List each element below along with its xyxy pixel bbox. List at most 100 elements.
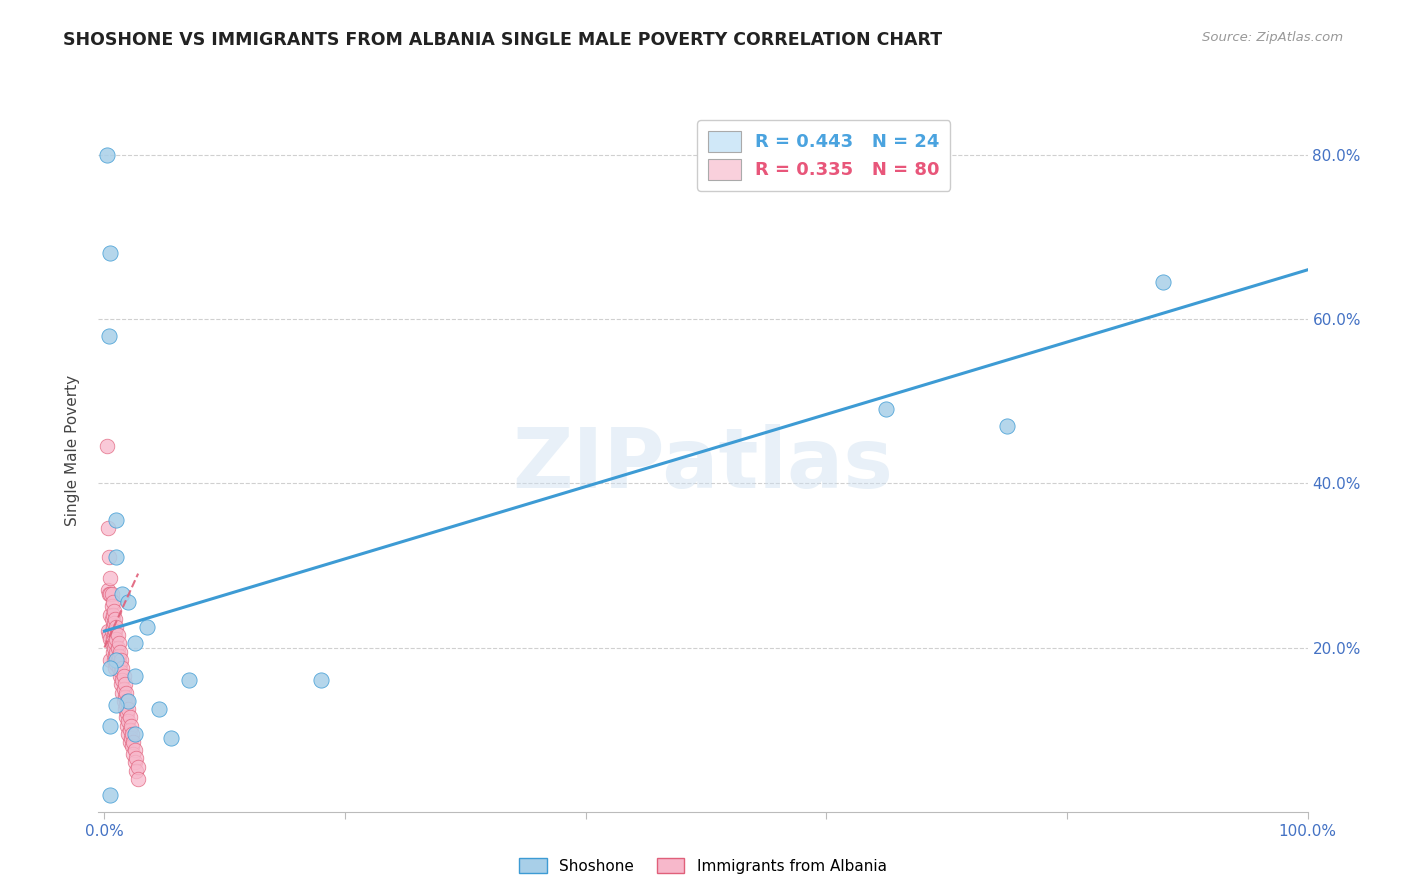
Point — [117, 694, 139, 708]
Point — [127, 759, 149, 773]
Point — [108, 669, 131, 683]
Point — [121, 739, 143, 753]
Point — [100, 571, 122, 585]
Point — [148, 702, 170, 716]
Point — [108, 657, 131, 671]
Point — [118, 735, 141, 749]
Point — [112, 681, 135, 696]
Point — [103, 615, 125, 630]
Point — [98, 587, 121, 601]
Point — [114, 677, 136, 691]
Point — [103, 653, 125, 667]
Point — [98, 628, 121, 642]
Point — [100, 718, 122, 732]
Point — [97, 624, 120, 639]
Point — [127, 772, 149, 786]
Point — [120, 718, 142, 732]
Point — [110, 653, 132, 667]
Legend: R = 0.443   N = 24, R = 0.335   N = 80: R = 0.443 N = 24, R = 0.335 N = 80 — [697, 120, 950, 191]
Text: SHOSHONE VS IMMIGRANTS FROM ALBANIA SINGLE MALE POVERTY CORRELATION CHART: SHOSHONE VS IMMIGRANTS FROM ALBANIA SING… — [63, 31, 942, 49]
Point — [100, 587, 122, 601]
Point — [105, 645, 128, 659]
Point — [111, 587, 134, 601]
Point — [309, 673, 332, 688]
Point — [100, 661, 122, 675]
Point — [121, 727, 143, 741]
Point — [104, 661, 127, 675]
Point — [100, 636, 122, 650]
Point — [98, 550, 121, 565]
Point — [177, 673, 200, 688]
Point — [104, 612, 127, 626]
Point — [124, 636, 146, 650]
Point — [105, 698, 128, 712]
Point — [97, 521, 120, 535]
Point — [111, 661, 134, 675]
Point — [117, 718, 139, 732]
Point — [104, 624, 127, 639]
Point — [100, 789, 122, 803]
Legend: Shoshone, Immigrants from Albania: Shoshone, Immigrants from Albania — [513, 852, 893, 880]
Point — [107, 628, 129, 642]
Point — [107, 640, 129, 655]
Point — [105, 513, 128, 527]
Point — [124, 743, 146, 757]
Point — [159, 731, 181, 745]
Point — [105, 632, 128, 647]
Point — [111, 673, 134, 688]
Point — [100, 612, 122, 626]
Point — [108, 661, 131, 675]
Point — [101, 595, 124, 609]
Point — [118, 723, 141, 737]
Text: Source: ZipAtlas.com: Source: ZipAtlas.com — [1202, 31, 1343, 45]
Point — [114, 702, 136, 716]
Point — [124, 756, 146, 770]
Point — [104, 636, 127, 650]
Point — [100, 632, 122, 647]
Point — [995, 418, 1018, 433]
Point — [120, 731, 142, 745]
Point — [105, 653, 128, 667]
Point — [100, 607, 122, 622]
Point — [114, 690, 136, 704]
Point — [96, 148, 118, 162]
Point — [103, 640, 125, 655]
Point — [105, 620, 128, 634]
Point — [135, 620, 157, 634]
Point — [115, 710, 138, 724]
Point — [108, 636, 131, 650]
Point — [117, 706, 139, 721]
Point — [112, 694, 135, 708]
Point — [1152, 275, 1174, 289]
Point — [875, 402, 897, 417]
Point — [101, 607, 124, 622]
Point — [115, 698, 138, 712]
Point — [118, 710, 141, 724]
Point — [117, 702, 139, 716]
Point — [117, 714, 139, 729]
Point — [100, 624, 122, 639]
Point — [110, 677, 132, 691]
Point — [124, 727, 146, 741]
Point — [117, 727, 139, 741]
Point — [103, 628, 125, 642]
Point — [122, 747, 145, 762]
Point — [100, 587, 122, 601]
Point — [98, 328, 121, 343]
Point — [101, 620, 124, 634]
Point — [100, 599, 122, 614]
Text: ZIPatlas: ZIPatlas — [513, 425, 893, 506]
Point — [103, 603, 125, 617]
Point — [125, 764, 148, 778]
Point — [115, 686, 138, 700]
Y-axis label: Single Male Poverty: Single Male Poverty — [65, 375, 80, 526]
Point — [105, 550, 128, 565]
Point — [101, 632, 124, 647]
Point — [100, 653, 122, 667]
Point — [112, 669, 135, 683]
Point — [124, 669, 146, 683]
Point — [117, 595, 139, 609]
Point — [105, 657, 128, 671]
Point — [111, 686, 134, 700]
Point — [108, 648, 131, 663]
